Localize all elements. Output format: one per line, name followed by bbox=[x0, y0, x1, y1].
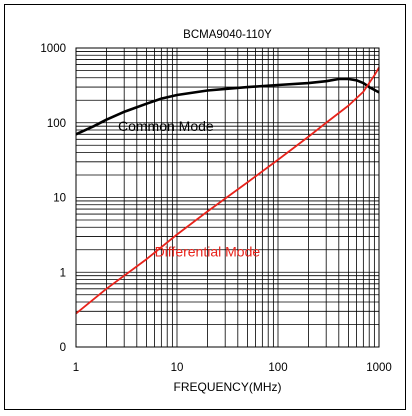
y-tick-label: 10 bbox=[53, 193, 66, 205]
grid bbox=[76, 48, 379, 347]
differential-mode-label: Differential Mode bbox=[155, 243, 261, 259]
plot-border bbox=[75, 47, 380, 348]
x-axis-label: FREQUENCY(MHz) bbox=[174, 380, 282, 394]
chart-title: BCMA9040-110Y bbox=[183, 29, 272, 41]
differential-mode-line bbox=[75, 66, 380, 315]
x-tick-label: 100 bbox=[268, 362, 287, 374]
y-tick-label: 100 bbox=[47, 118, 66, 130]
x-tick-label: 1000 bbox=[366, 362, 392, 374]
y-tick-label: 1 bbox=[60, 267, 66, 279]
common-mode-line bbox=[75, 77, 380, 136]
common-mode-label: Common Mode bbox=[118, 118, 214, 134]
x-tick-label: 10 bbox=[171, 362, 184, 374]
y-tick-label: 1000 bbox=[40, 43, 66, 55]
x-tick-label: 1 bbox=[73, 362, 79, 374]
y-tick-label: 0 bbox=[60, 342, 66, 354]
chart-frame bbox=[4, 4, 406, 410]
series-layer bbox=[75, 66, 380, 315]
